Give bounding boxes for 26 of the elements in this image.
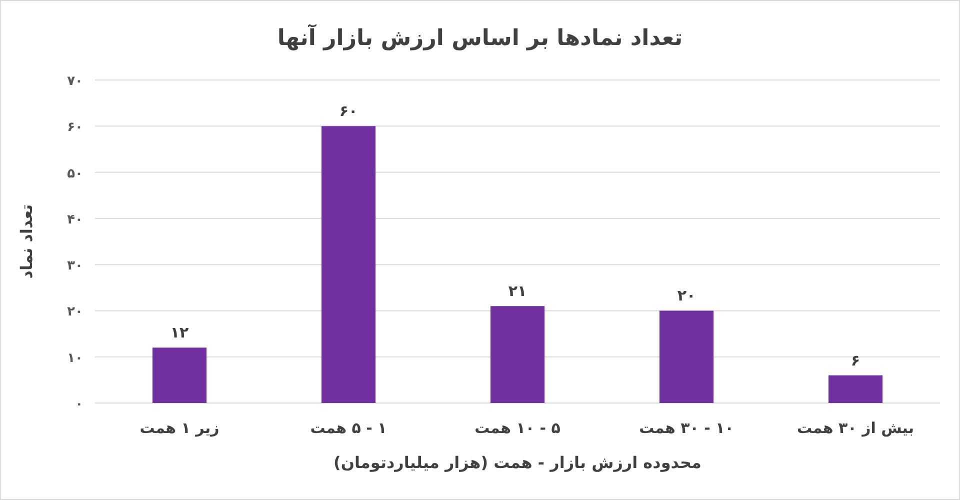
bar — [152, 348, 207, 403]
x-tick-label: زیر ۱ همت — [140, 419, 220, 437]
x-axis-title: محدوده ارزش بازار - همت (هزار میلیاردتومان) — [334, 453, 702, 472]
y-tick-label: ۰ — [75, 397, 83, 412]
y-tick-label: ۵۰ — [67, 166, 83, 182]
x-tick-label: ۱ - ۵ همت — [310, 419, 387, 437]
y-tick-label: ۴۰ — [67, 212, 83, 228]
bar — [659, 310, 714, 403]
x-tick-label: بیش از ۳۰ همت — [796, 419, 914, 437]
data-label: ۲۰ — [677, 286, 696, 305]
y-tick-label: ۱۰ — [67, 350, 83, 366]
x-tick-label: ۱۰ - ۳۰ همت — [639, 419, 734, 437]
chart-title: تعداد نمادها بر اساس ارزش بازار آنها — [277, 24, 683, 51]
bar — [490, 306, 545, 403]
x-tick-label: ۵ - ۱۰ همت — [474, 419, 560, 437]
y-tick-label: ۳۰ — [67, 258, 83, 274]
y-tick-label: ۶۰ — [67, 120, 83, 136]
data-label: ۲۱ — [508, 282, 527, 300]
bar — [828, 375, 883, 403]
data-label: ۶ — [850, 351, 860, 370]
y-axis-title: تعداد نماد — [17, 204, 36, 279]
data-label: ۶۰ — [339, 102, 358, 120]
data-label: ۱۲ — [170, 324, 189, 342]
y-tick-label: ۷۰ — [67, 74, 83, 89]
y-tick-label: ۲۰ — [67, 304, 83, 320]
bar — [321, 126, 376, 403]
